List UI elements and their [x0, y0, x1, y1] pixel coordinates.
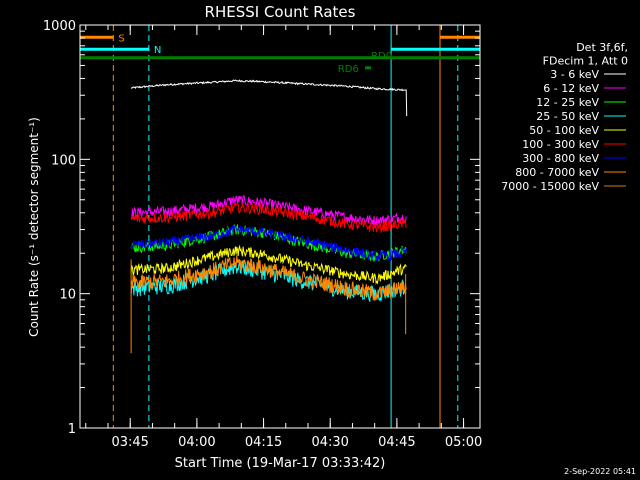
y-tick-label: 1: [68, 422, 76, 437]
flag-annotation: RD6: [338, 64, 359, 75]
series-line: [130, 255, 407, 302]
x-axis-label: Start Time (19-Mar-17 03:33:42): [175, 456, 386, 471]
plot-frame: [79, 24, 481, 429]
series-lines: [130, 79, 408, 354]
legend-label: 50 - 100 keV: [529, 124, 599, 137]
flag-annotation: RD0: [371, 51, 392, 62]
legend-label: 12 - 25 keV: [536, 96, 599, 109]
legend-label: 800 - 7000 keV: [515, 166, 599, 179]
legend-label: 3 - 6 keV: [550, 68, 599, 81]
y-tick-label: 10: [59, 288, 76, 303]
y-axis-label: Count Rate (s⁻¹ detector segment⁻¹): [27, 117, 41, 337]
x-tick-label: 05:00: [445, 435, 482, 450]
flag-bar-label: N: [154, 45, 161, 56]
series-line: [130, 244, 407, 285]
legend-label: 6 - 12 keV: [543, 82, 599, 95]
x-tick-label: 04:30: [311, 435, 348, 450]
series-line: [130, 79, 408, 117]
chart-title: RHESSI Count Rates: [205, 3, 356, 21]
legend-label: 300 - 800 keV: [522, 152, 599, 165]
y-tick-label: 100: [51, 153, 76, 168]
legend-header: Det 3f,6f,: [576, 41, 628, 54]
series-line: [130, 194, 407, 226]
series-line: [130, 224, 407, 262]
flag-bars: S N RD0 RD6: [80, 33, 480, 75]
x-tick-label: 03:45: [111, 435, 148, 450]
legend-label: 25 - 50 keV: [536, 110, 599, 123]
axes: 1 10 100 1000 03:45 04:00 04:15 04:30 04:45 05:00: [43, 19, 482, 450]
flag-bar-label: S: [118, 33, 124, 44]
legend-header: FDecim 1, Att 0: [543, 55, 628, 68]
y-tick-label: 1000: [43, 19, 76, 34]
legend-label: 100 - 300 keV: [522, 138, 599, 151]
series-line: [130, 200, 407, 233]
x-tick-label: 04:45: [378, 435, 415, 450]
x-tick-label: 04:00: [178, 435, 215, 450]
legend-label: 7000 - 15000 keV: [501, 180, 599, 193]
timestamp-footer: 2-Sep-2022 05:41: [564, 467, 636, 476]
x-tick-label: 04:15: [245, 435, 282, 450]
